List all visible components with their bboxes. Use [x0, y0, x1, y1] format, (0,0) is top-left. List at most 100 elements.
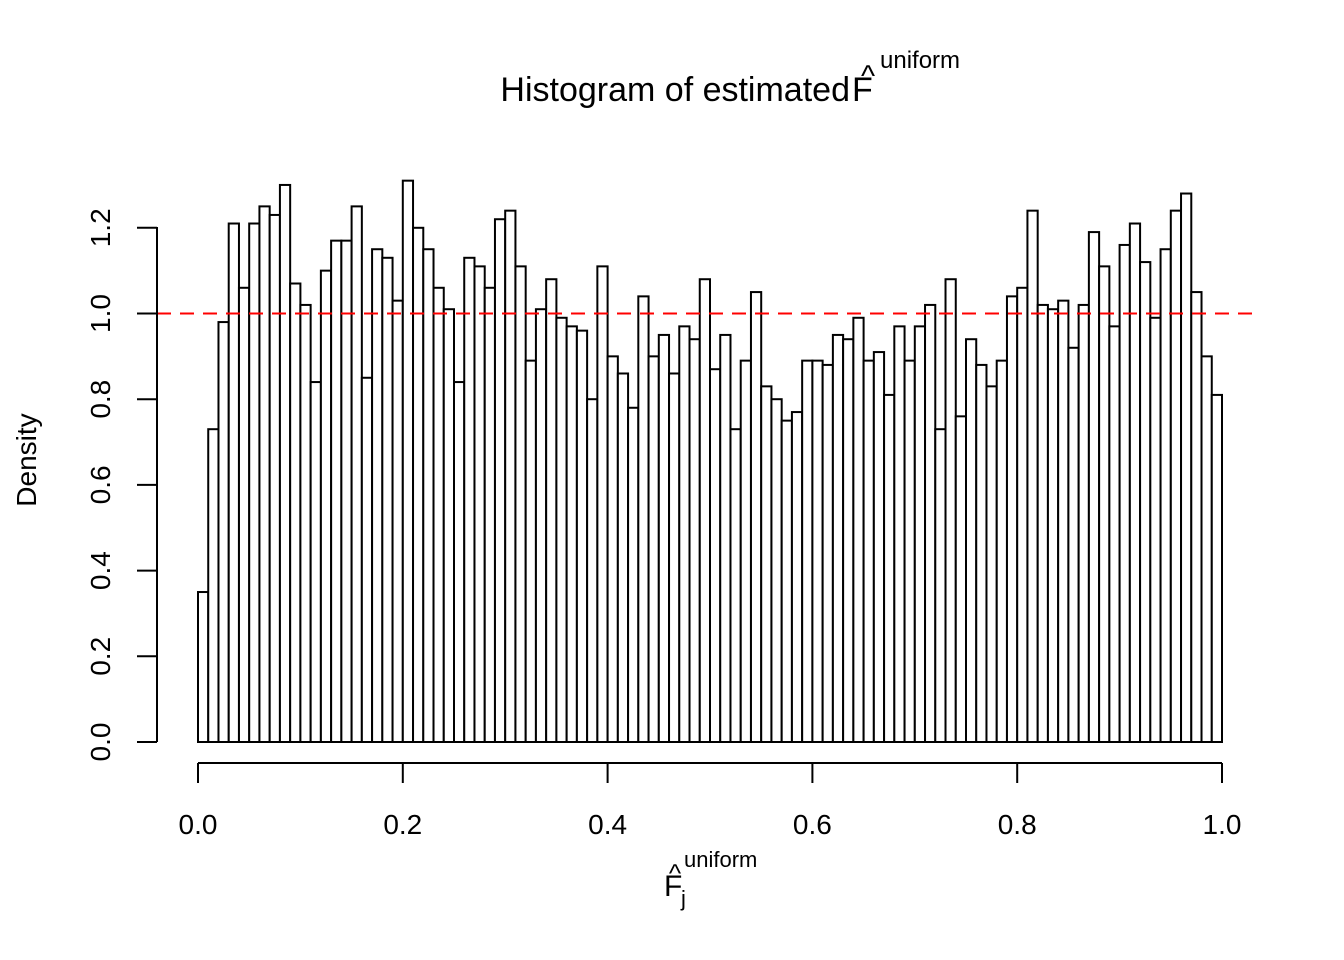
histogram-bar [340, 239, 353, 743]
histogram-bar [729, 428, 742, 743]
histogram-bar [801, 359, 814, 743]
histogram-bar [627, 406, 640, 743]
histogram-bar [760, 385, 773, 743]
histogram-bar [1128, 222, 1142, 743]
histogram-bar [1159, 248, 1172, 743]
histogram-bar [1057, 299, 1070, 743]
histogram-bar [883, 393, 896, 743]
histogram-bar [985, 385, 998, 743]
histogram-bar [514, 265, 527, 743]
histogram-bar [1036, 303, 1049, 743]
histogram-bar [227, 222, 240, 743]
histogram-bar [657, 333, 671, 743]
histogram-bar [606, 355, 619, 743]
histogram-bar [432, 286, 445, 743]
histogram-bar [893, 325, 906, 743]
histogram-bar [463, 256, 476, 743]
histogram-bar [1139, 261, 1152, 743]
histogram-bar [780, 419, 793, 743]
chart-title-superscript: uniform [880, 47, 960, 74]
x-axis: 0.0 0.2 0.4 0.6 0.8 1.0 [179, 762, 1241, 840]
histogram-bar [698, 278, 712, 743]
histogram-bar [1016, 286, 1029, 743]
histogram-bar [1210, 393, 1224, 743]
histogram-bar [330, 239, 343, 743]
histogram-bar [913, 325, 927, 743]
histogram-bar [412, 226, 425, 744]
x-tick-label: 0.2 [383, 809, 422, 840]
y-tick-label: 0.6 [85, 465, 116, 504]
histogram-bar [944, 278, 957, 743]
x-axis-label-superscript: uniform [684, 847, 757, 872]
histogram-bar [350, 205, 363, 743]
histogram-bar [289, 282, 302, 743]
histogram-bar [217, 321, 230, 743]
histogram-bar [995, 359, 1008, 743]
histogram-bar [749, 291, 763, 743]
histogram-bar [1087, 231, 1101, 744]
histogram-bar [545, 278, 558, 743]
histogram-bar [278, 183, 292, 743]
histogram-bar [258, 205, 271, 743]
histogram-bar [565, 325, 578, 743]
y-axis-label: Density [11, 413, 42, 506]
histogram-bar [811, 359, 824, 743]
histogram-bar [555, 316, 568, 743]
histogram-bar [360, 376, 374, 743]
x-tick-label: 0.4 [588, 809, 627, 840]
histogram-bar [248, 222, 261, 743]
histogram-bar [381, 256, 394, 743]
histogram-bar [637, 295, 650, 743]
histogram-bar [1149, 316, 1162, 743]
x-axis-label-hat: ^ [669, 858, 682, 888]
histogram-bar [688, 338, 701, 743]
histogram-bar [954, 415, 968, 743]
histogram-bar [903, 359, 916, 743]
histogram-bar [862, 359, 875, 743]
histogram-bar [391, 299, 404, 743]
histogram-bar [442, 308, 456, 743]
y-tick-label: 1.0 [85, 294, 116, 333]
x-axis-label-symbol: F [664, 870, 682, 903]
histogram-bar [975, 363, 988, 743]
histogram-bar [504, 209, 517, 744]
x-tick-label: 0.6 [793, 809, 832, 840]
x-tick-label: 0.0 [179, 809, 218, 840]
x-axis-label-subscript: j [680, 886, 686, 911]
x-tick-label: 0.8 [998, 809, 1037, 840]
histogram-bar [453, 381, 466, 743]
histogram-bar [299, 303, 312, 743]
histogram-bar [709, 368, 722, 743]
histogram-bar [1180, 192, 1193, 743]
histogram-bar [586, 398, 599, 743]
histogram-bar [842, 338, 855, 743]
chart-title-symbol: F [852, 71, 873, 109]
x-axis-label: F ^ uniform j [664, 847, 757, 911]
histogram-bar [1067, 346, 1080, 743]
histogram-bar [647, 355, 660, 743]
histogram-bar [1077, 303, 1090, 743]
histogram-bar [309, 381, 322, 743]
histogram-bar [924, 303, 937, 743]
histogram-bar [872, 351, 886, 743]
y-tick-label: 1.2 [85, 208, 116, 247]
histogram-bar [207, 428, 220, 743]
histogram-bar [473, 265, 486, 743]
y-tick-label: 0.8 [85, 380, 116, 419]
histogram-bar [1026, 209, 1039, 744]
y-tick-label: 0.0 [85, 723, 116, 762]
y-axis: 0.0 0.2 0.4 0.6 0.8 1.0 1.2 [85, 208, 158, 762]
histogram-bar [1169, 209, 1183, 744]
histogram-bar [719, 333, 732, 743]
histogram-bar [1005, 295, 1019, 743]
histogram-bar [1190, 291, 1203, 743]
histogram-bar [790, 411, 804, 743]
histogram-bar [422, 248, 435, 743]
histogram-bar [739, 359, 752, 743]
histogram-bar [1200, 355, 1213, 743]
histogram-bar [668, 372, 681, 743]
histogram-bar [524, 359, 537, 743]
histogram-bar [596, 265, 609, 743]
histogram-bar [770, 398, 783, 743]
histogram-bar [371, 248, 384, 743]
